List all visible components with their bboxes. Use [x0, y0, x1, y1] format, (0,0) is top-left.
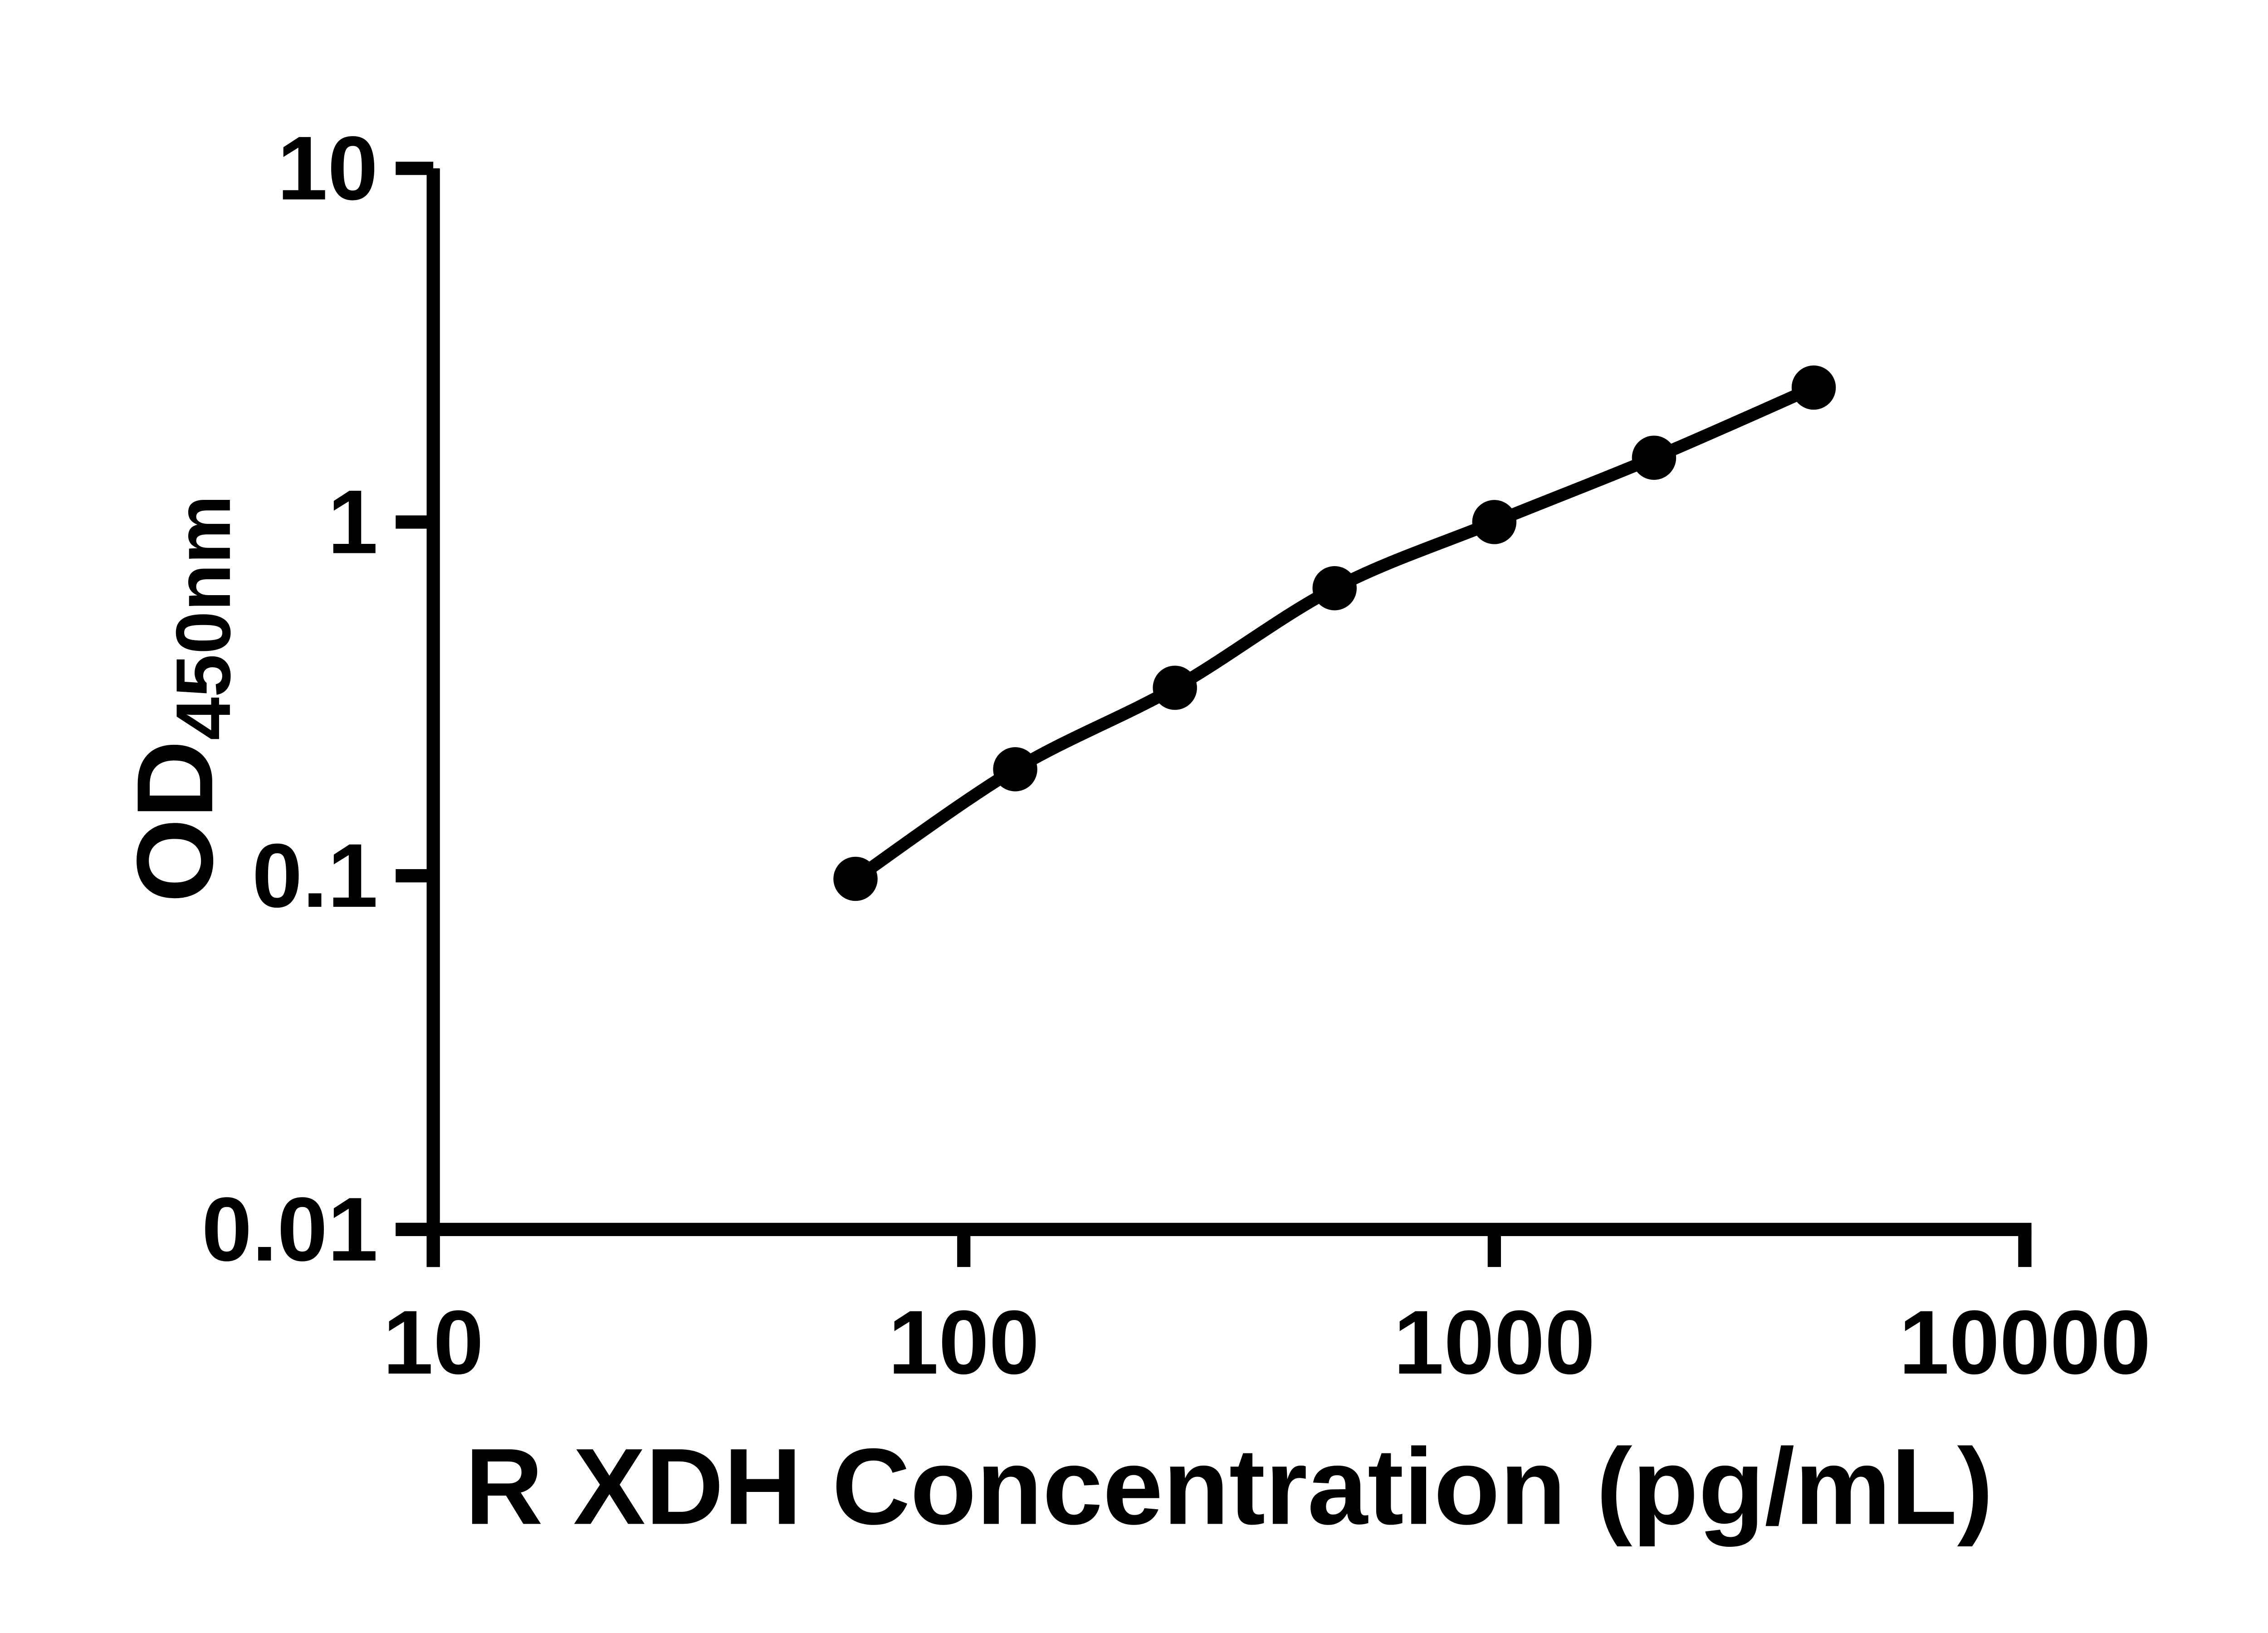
- data-point: [833, 856, 878, 901]
- x-tick-label: 10000: [1899, 1292, 2151, 1393]
- data-point: [1791, 365, 1836, 410]
- y-axis-title: OD450nm: [114, 495, 247, 903]
- x-axis-title: R XDH Concentration (pg/mL): [465, 1426, 1993, 1547]
- x-tick-label: 1000: [1393, 1292, 1595, 1393]
- x-tick-label: 100: [888, 1292, 1039, 1393]
- data-point: [1472, 500, 1517, 544]
- data-point: [1312, 566, 1357, 611]
- y-axis-title-subscript: 450nm: [161, 495, 247, 740]
- y-tick-label: 1: [327, 471, 378, 572]
- data-point: [1632, 435, 1677, 480]
- x-tick-label: 10: [383, 1292, 484, 1393]
- data-point: [1153, 665, 1197, 710]
- y-tick-label: 0.1: [252, 825, 378, 926]
- data-point: [993, 747, 1037, 792]
- y-tick-label: 10: [277, 118, 378, 219]
- y-axis-title-main: OD: [114, 740, 235, 903]
- y-tick-label: 0.01: [201, 1179, 378, 1280]
